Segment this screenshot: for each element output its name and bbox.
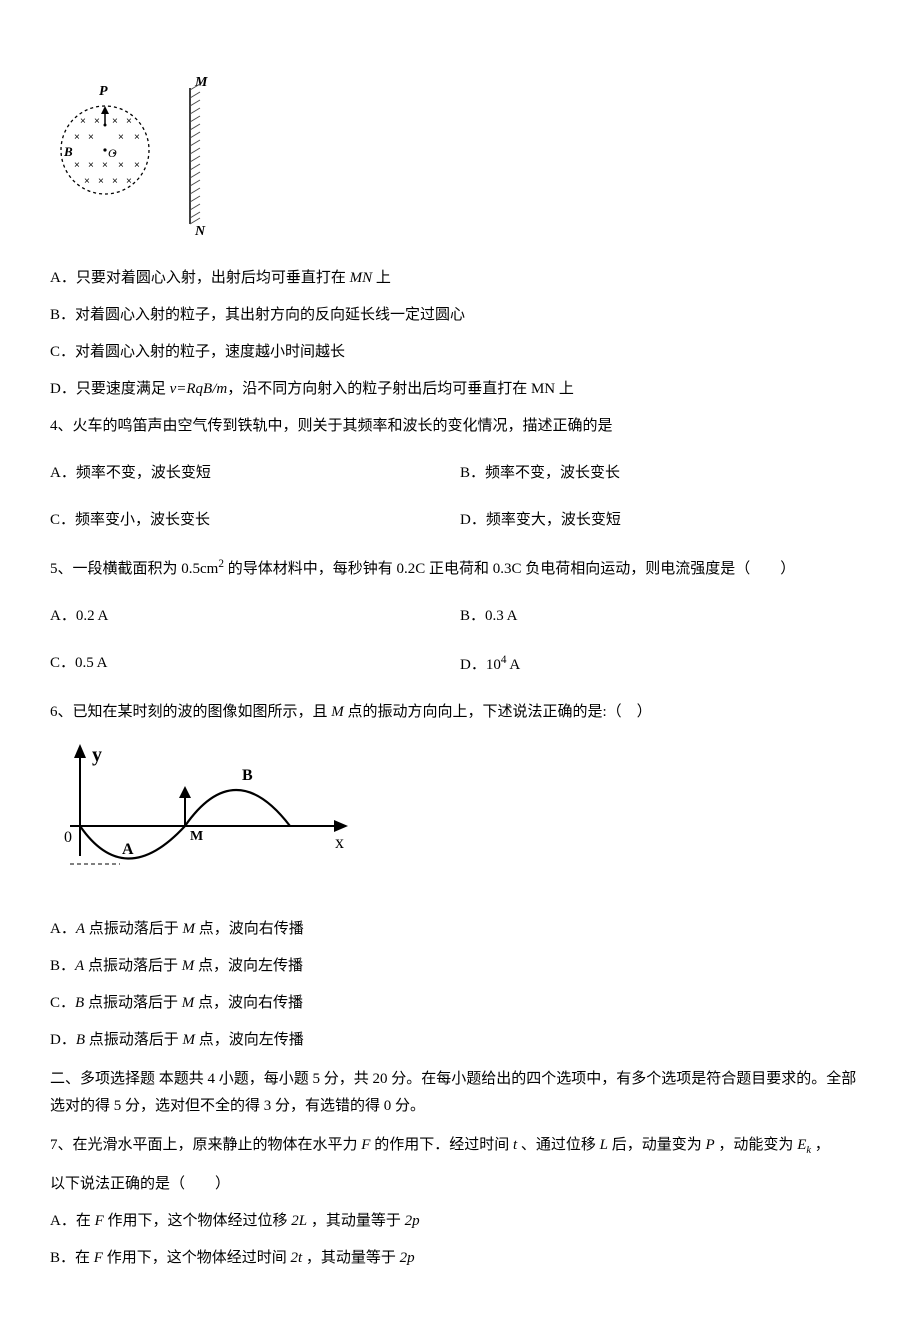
svg-text:N: N xyxy=(194,224,206,235)
q4-stem: 4、火车的鸣笛声由空气传到铁轨中，则关于其频率和波长的变化情况，描述正确的是 xyxy=(50,413,870,440)
svg-text:×: × xyxy=(74,132,80,143)
svg-text:×: × xyxy=(98,176,104,187)
q4-option-d: D．频率变大，波长变短 xyxy=(460,507,870,534)
post: A xyxy=(506,657,520,673)
svg-text:M: M xyxy=(194,75,208,90)
svg-text:×: × xyxy=(134,132,140,143)
svg-text:×: × xyxy=(88,132,94,143)
svg-text:×: × xyxy=(134,160,140,171)
svg-text:O: O xyxy=(108,146,117,160)
svg-text:×: × xyxy=(112,116,118,127)
q5-option-d: D．104 A xyxy=(460,650,870,679)
q5-option-a: A．0.2 A xyxy=(50,603,460,630)
section-2-heading: 二、多项选择题 本题共 4 小题，每小题 5 分，共 20 分。在每小题给出的四… xyxy=(50,1066,870,1120)
q6-option-c: C．B 点振动落后于 M 点，波向右传播 xyxy=(50,990,870,1017)
svg-text:×: × xyxy=(80,116,86,127)
q3-figure: O B P ×××× ×××× ××××× ×××× M N xyxy=(50,60,870,245)
pre: 6、已知在某时刻的波的图像如图所示，且 xyxy=(50,704,331,720)
q3-option-d: D．只要速度满足 v=RqB/m，沿不同方向射入的粒子射出后均可垂直打在 MN … xyxy=(50,376,870,403)
q6-option-d: D．B 点振动落后于 M 点，波向左传播 xyxy=(50,1027,870,1054)
q3-option-c: C．对着圆心入射的粒子，速度越小时间越长 xyxy=(50,339,870,366)
pre: D．10 xyxy=(460,657,501,673)
q7-option-b: B．在 F 作用下，这个物体经过时间 2t ，其动量等于 2p xyxy=(50,1245,870,1272)
q4-option-b: B．频率不变，波长变长 xyxy=(460,460,870,487)
q7-option-a: A．在 F 作用下，这个物体经过位移 2L ，其动量等于 2p xyxy=(50,1208,870,1235)
svg-text:A: A xyxy=(122,841,134,858)
q6-figure: y x 0 A M B xyxy=(50,736,870,896)
svg-text:x: x xyxy=(335,832,344,852)
svg-text:0: 0 xyxy=(64,829,72,846)
q5-option-c: C．0.5 A xyxy=(50,650,460,679)
svg-text:×: × xyxy=(118,160,124,171)
svg-text:×: × xyxy=(126,116,132,127)
pre: 5、一段横截面积为 0.5cm xyxy=(50,561,218,577)
svg-text:×: × xyxy=(88,160,94,171)
svg-text:×: × xyxy=(126,176,132,187)
eq: v=RqB/m xyxy=(170,381,228,397)
q3-option-b: B．对着圆心入射的粒子，其出射方向的反向延长线一定过圆心 xyxy=(50,302,870,329)
svg-text:×: × xyxy=(84,176,90,187)
q6-option-a: A．A 点振动落后于 M 点，波向右传播 xyxy=(50,916,870,943)
mn: MN xyxy=(350,270,373,286)
q5-stem: 5、一段横截面积为 0.5cm2 的导体材料中，每秒钟有 0.2C 正电荷和 0… xyxy=(50,554,870,583)
M: M xyxy=(331,704,344,720)
post: 的导体材料中，每秒钟有 0.2C 正电荷和 0.3C 负电荷相向运动，则电流强度… xyxy=(224,561,795,577)
q6-stem: 6、已知在某时刻的波的图像如图所示，且 M 点的振动方向向上，下述说法正确的是:… xyxy=(50,699,870,726)
svg-text:y: y xyxy=(92,744,102,766)
svg-text:×: × xyxy=(74,160,80,171)
post: 点的振动方向向上，下述说法正确的是:（ ） xyxy=(344,704,652,720)
q5-option-b: B．0.3 A xyxy=(460,603,870,630)
pre: D．只要速度满足 xyxy=(50,381,170,397)
tail: 上 xyxy=(372,270,391,286)
svg-text:×: × xyxy=(102,160,108,171)
svg-text:B: B xyxy=(63,144,73,159)
svg-text:×: × xyxy=(94,116,100,127)
q7-stem-line2: 以下说法正确的是（ ） xyxy=(50,1171,870,1198)
svg-text:M: M xyxy=(190,829,203,844)
post: ，沿不同方向射入的粒子射出后均可垂直打在 MN 上 xyxy=(227,381,574,397)
svg-text:B: B xyxy=(242,767,253,784)
q6-option-b: B．A 点振动落后于 M 点，波向左传播 xyxy=(50,953,870,980)
q4-option-a: A．频率不变，波长变短 xyxy=(50,460,460,487)
q4-option-c: C．频率变小，波长变长 xyxy=(50,507,460,534)
q3-option-a: A．只要对着圆心入射，出射后均可垂直打在 MN 上 xyxy=(50,265,870,292)
svg-text:×: × xyxy=(112,176,118,187)
text: A．只要对着圆心入射，出射后均可垂直打在 xyxy=(50,270,350,286)
svg-text:×: × xyxy=(118,132,124,143)
svg-text:P: P xyxy=(99,84,108,99)
q7-stem-line1: 7、在光滑水平面上，原来静止的物体在水平力 F 的作用下．经过时间 t 、通过位… xyxy=(50,1132,870,1161)
